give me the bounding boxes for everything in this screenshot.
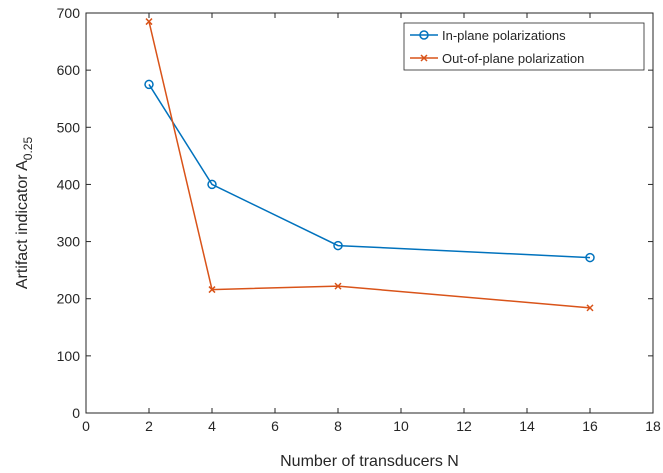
x-tick-label: 4 (208, 418, 216, 434)
y-axis-label-subscript: 0.25 (21, 137, 35, 161)
series-layer (144, 18, 595, 312)
y-tick-label: 500 (57, 119, 81, 135)
x-tick-label: 2 (145, 418, 153, 434)
plot-background (86, 13, 653, 413)
x-tick-label: 8 (334, 418, 342, 434)
legend-label-out-of-plane: Out-of-plane polarization (442, 51, 584, 66)
y-tick-label: 0 (72, 405, 80, 421)
x-tick-label: 18 (645, 418, 661, 434)
data-point-in-plane (333, 240, 343, 251)
series-line-in-plane (148, 84, 591, 259)
y-tick-label: 400 (57, 176, 81, 192)
x-tick-label: 10 (393, 418, 409, 434)
x-axis-label: Number of transducers N (280, 453, 459, 470)
x-tick-label: 12 (456, 418, 472, 434)
legend: In-plane polarizations Out-of-plane pola… (403, 22, 645, 71)
legend-marker-out-of-plane (420, 54, 428, 62)
data-point-out-of-plane (334, 282, 342, 290)
y-tick-label: 200 (57, 291, 81, 307)
x-tick-label: 6 (271, 418, 279, 434)
x-tick-label: 0 (82, 418, 90, 434)
data-point-in-plane (207, 179, 217, 190)
y-tick-label: 600 (57, 62, 81, 78)
y-axis-label-main: Artifact indicator A (14, 160, 31, 289)
data-point-out-of-plane (208, 286, 216, 294)
y-tick-label: 100 (57, 348, 81, 364)
x-tick-label: 16 (582, 418, 598, 434)
y-tick-label: 700 (57, 5, 81, 21)
legend-marker-in-plane (419, 30, 429, 40)
data-point-in-plane (585, 252, 595, 263)
data-point-out-of-plane (145, 18, 153, 26)
x-tick-label: 14 (519, 418, 535, 434)
ticks-layer: 0 2 4 6 8 10 12 14 16 18 0 100 200 300 400 500 600 700 (57, 5, 661, 434)
legend-label-in-plane: In-plane polarizations (442, 28, 566, 43)
y-tick-label: 300 (57, 234, 81, 250)
data-point-out-of-plane (586, 304, 594, 312)
legend-box (403, 22, 645, 71)
data-point-in-plane (144, 79, 154, 90)
y-axis-label: Artifact indicator A0.25 (14, 137, 35, 290)
series-line-out-of-plane (148, 21, 591, 309)
plot-frame (85, 12, 654, 414)
